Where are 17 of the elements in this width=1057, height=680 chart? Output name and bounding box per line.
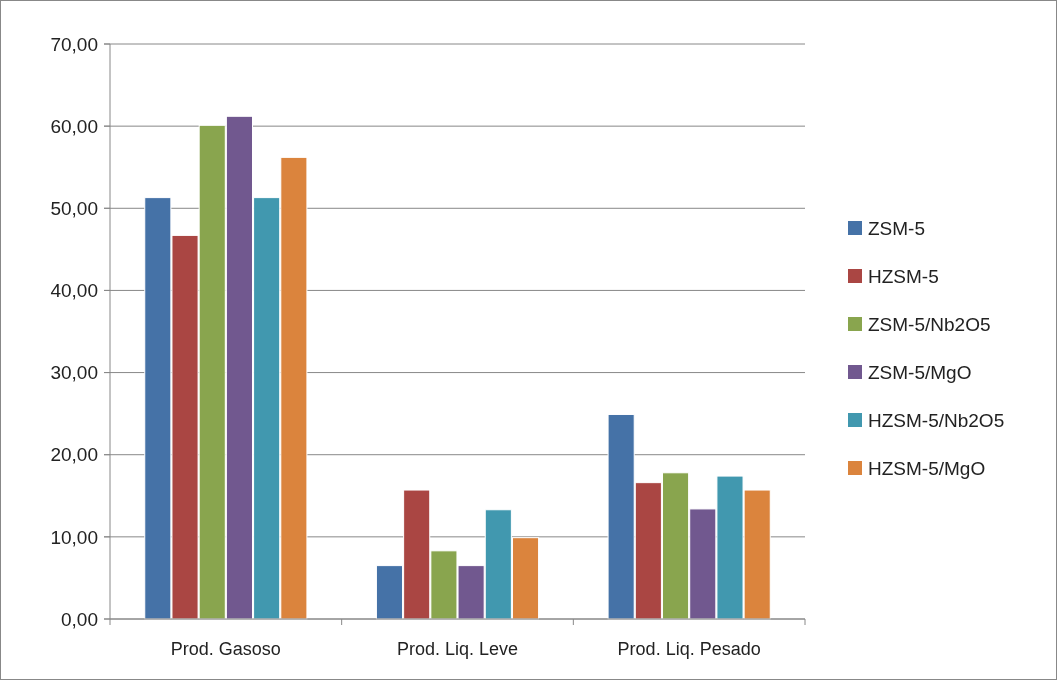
x-tick-label: Prod. Gasoso	[170, 639, 281, 659]
y-tick-label: 20,00	[50, 444, 98, 466]
x-tick-label: Prod. Liq. Leve	[396, 639, 519, 659]
legend-label: HZSM-5/Nb2O5	[868, 409, 1005, 431]
legend-label: ZSM-5/Nb2O5	[868, 313, 991, 335]
legend-label: ZSM-5/MgO	[868, 361, 972, 383]
x-tick-label: Prod. Liq. Pesado	[617, 639, 761, 659]
legend-label: HZSM-5/MgO	[868, 457, 986, 479]
y-tick-label: 50,00	[50, 197, 98, 219]
y-tick-label: 60,00	[50, 115, 98, 137]
y-tick-label: 40,00	[50, 280, 98, 302]
y-tick-label: 0,00	[61, 608, 98, 630]
y-tick-label: 70,00	[50, 33, 98, 55]
y-tick-label: 10,00	[50, 526, 98, 548]
y-tick-label: 30,00	[50, 362, 98, 384]
legend-label: HZSM-5	[868, 265, 939, 287]
legend-label: ZSM-5	[868, 217, 925, 239]
